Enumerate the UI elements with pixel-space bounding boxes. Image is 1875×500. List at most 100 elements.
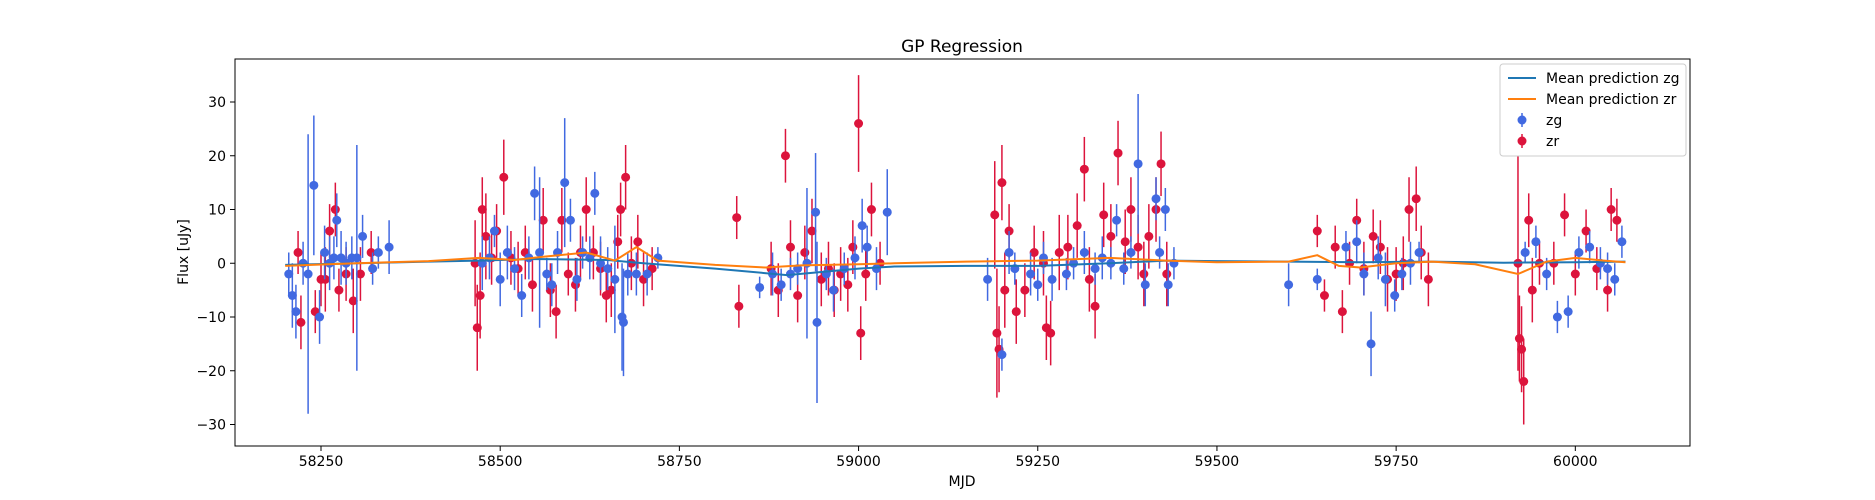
zg-point — [1163, 280, 1173, 290]
zr-point — [1527, 285, 1537, 295]
zg-point — [1520, 248, 1530, 257]
zr-point — [1368, 231, 1378, 241]
zr-point — [1046, 328, 1056, 338]
zr-point — [1330, 242, 1340, 252]
zg-point — [384, 242, 394, 252]
plot-area — [234, 58, 1691, 447]
zr-point — [1054, 248, 1064, 257]
x-tick-label: 58750 — [657, 454, 702, 470]
zg-point — [871, 264, 881, 274]
zg-point — [811, 207, 821, 217]
zg-point — [1531, 237, 1541, 247]
zr-point — [1404, 205, 1414, 214]
zg-point — [368, 264, 378, 274]
zg-point — [1133, 159, 1143, 169]
zr-point — [780, 151, 790, 161]
zr-point — [1120, 237, 1130, 247]
zg-point — [1603, 264, 1613, 274]
zg-point — [1112, 215, 1122, 225]
zg-point — [1155, 248, 1165, 257]
x-tick-label: 60000 — [1553, 454, 1598, 470]
x-axis: 58250 58500 58750 59000 59250 59500 59750 60000 — [299, 446, 1598, 470]
zr-point — [1411, 194, 1421, 204]
zr-point — [1606, 205, 1616, 214]
zr-point — [481, 231, 491, 241]
y-axis: −30 −20 −10 0 10 20 30 — [196, 95, 235, 434]
x-tick-label: 58500 — [478, 454, 523, 470]
zg-point — [535, 248, 545, 257]
y-tick-label: 20 — [208, 149, 226, 165]
zr-point — [992, 328, 1002, 338]
zr-point — [1519, 377, 1529, 386]
zg-point — [315, 312, 325, 322]
zg-point — [1414, 248, 1424, 257]
zg-point — [828, 285, 838, 295]
zr-point — [633, 237, 643, 247]
zg-point — [298, 258, 308, 268]
zg-point — [590, 188, 600, 198]
zg-point — [329, 253, 339, 263]
zr-point — [355, 269, 365, 279]
zr-point — [1020, 285, 1030, 295]
zg-point — [618, 317, 628, 327]
zr-point — [1312, 226, 1322, 236]
zr-point — [1514, 334, 1524, 343]
zr-point — [296, 317, 306, 327]
zr-point — [527, 280, 537, 290]
zg-point — [1160, 205, 1170, 214]
x-tick-label: 59500 — [1195, 454, 1240, 470]
zr-point — [1612, 215, 1622, 225]
zr-point — [1375, 242, 1385, 252]
zr-point — [990, 210, 1000, 220]
zg-point — [1373, 253, 1383, 263]
zr-point — [734, 301, 744, 311]
zr-point — [854, 119, 864, 128]
zg-point — [631, 269, 641, 279]
zr-point — [1345, 258, 1355, 268]
zr-point — [1570, 269, 1580, 279]
zg-point — [1574, 248, 1584, 257]
zg-point — [882, 207, 892, 217]
zr-point — [334, 285, 344, 295]
zr-point — [800, 248, 810, 257]
zg-point — [1079, 248, 1089, 257]
zr-point — [997, 178, 1007, 188]
zg-point — [1390, 291, 1400, 300]
mean-prediction-zr-line — [285, 245, 1626, 276]
x-tick-label: 59000 — [836, 454, 881, 470]
zg-point — [1004, 248, 1014, 257]
zg-point — [510, 264, 520, 274]
chart-title: GP Regression — [901, 37, 1023, 57]
zg-point — [352, 253, 362, 263]
zg-point — [1061, 269, 1071, 279]
zg-point — [755, 282, 765, 292]
zr-point — [1162, 269, 1172, 279]
zg-point — [1312, 274, 1322, 284]
zg-point — [997, 350, 1007, 360]
zr-point — [1126, 205, 1136, 214]
zg-point — [309, 180, 319, 190]
zr-point — [1113, 148, 1123, 158]
zg-point — [1585, 242, 1595, 252]
zg-point — [850, 253, 860, 263]
zg-point — [1359, 269, 1369, 279]
zr-point — [563, 269, 573, 279]
zr-point — [732, 213, 742, 223]
zr-point — [1581, 226, 1591, 236]
zr-point — [348, 296, 358, 306]
zg-point — [1552, 312, 1562, 322]
zr-point — [807, 226, 817, 236]
zg-point — [373, 248, 383, 257]
legend-label-mean-zr: Mean prediction zr — [1546, 92, 1677, 108]
zg-point — [495, 274, 505, 284]
zr-point — [477, 205, 487, 214]
zr-point — [1000, 285, 1010, 295]
x-axis-label: MJD — [949, 474, 976, 490]
legend-zg-marker-swatch — [1517, 115, 1527, 125]
zr-point — [793, 291, 803, 300]
zr-point — [499, 172, 509, 182]
y-tick-label: 0 — [217, 256, 226, 272]
zg-point — [1397, 269, 1407, 279]
zg-point — [1352, 237, 1362, 247]
